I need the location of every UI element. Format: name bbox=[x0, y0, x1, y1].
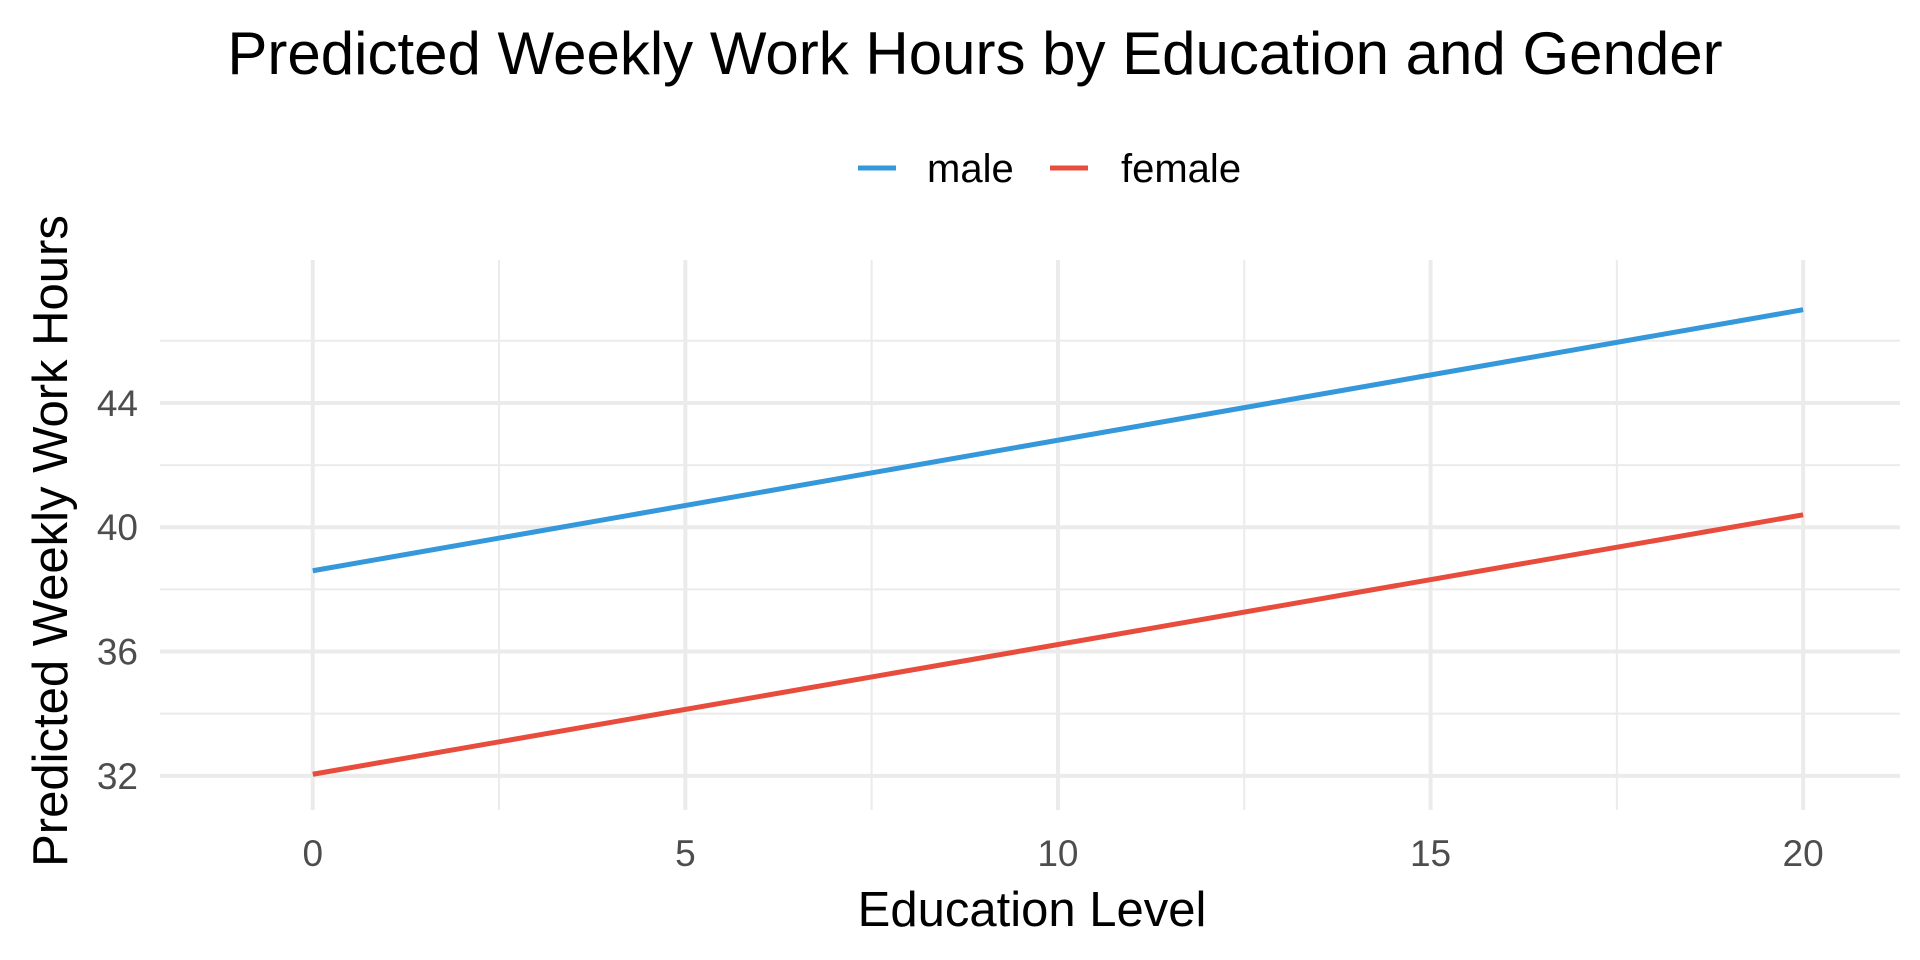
y-tick-label-44: 44 bbox=[97, 383, 138, 424]
grid-layer bbox=[160, 260, 1900, 810]
legend-item-male: male bbox=[858, 147, 1014, 191]
x-tick-label-0: 0 bbox=[302, 833, 323, 874]
x-axis-title: Education Level bbox=[858, 883, 1207, 937]
legend-item-female: female bbox=[1050, 147, 1241, 191]
y-tick-label-32: 32 bbox=[97, 756, 138, 797]
y-axis-title: Predicted Weekly Work Hours bbox=[24, 215, 78, 867]
x-tick-label-5: 5 bbox=[675, 833, 696, 874]
legend-label-female: female bbox=[1121, 147, 1241, 191]
series-line-male bbox=[312, 307, 1804, 574]
x-tick-label-10: 10 bbox=[1037, 833, 1078, 874]
chart-title: Predicted Weekly Work Hours by Education… bbox=[227, 20, 1722, 87]
series-layer bbox=[312, 307, 1804, 777]
y-tick-label-40: 40 bbox=[97, 507, 138, 548]
x-tick-label-20: 20 bbox=[1783, 833, 1824, 874]
x-tick-labels: 0 5 10 15 20 bbox=[302, 833, 1823, 874]
legend: male female bbox=[858, 147, 1241, 191]
y-tick-labels: 32 36 40 44 bbox=[97, 383, 138, 797]
y-tick-label-36: 36 bbox=[97, 632, 138, 673]
series-line-female bbox=[312, 512, 1804, 777]
x-tick-label-15: 15 bbox=[1410, 833, 1451, 874]
legend-label-male: male bbox=[927, 147, 1014, 191]
